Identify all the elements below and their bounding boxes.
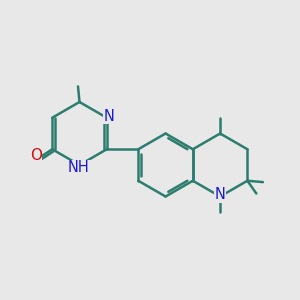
Text: O: O: [30, 148, 42, 163]
Text: N: N: [104, 109, 115, 124]
Text: N: N: [215, 187, 226, 202]
Text: NH: NH: [68, 160, 90, 175]
